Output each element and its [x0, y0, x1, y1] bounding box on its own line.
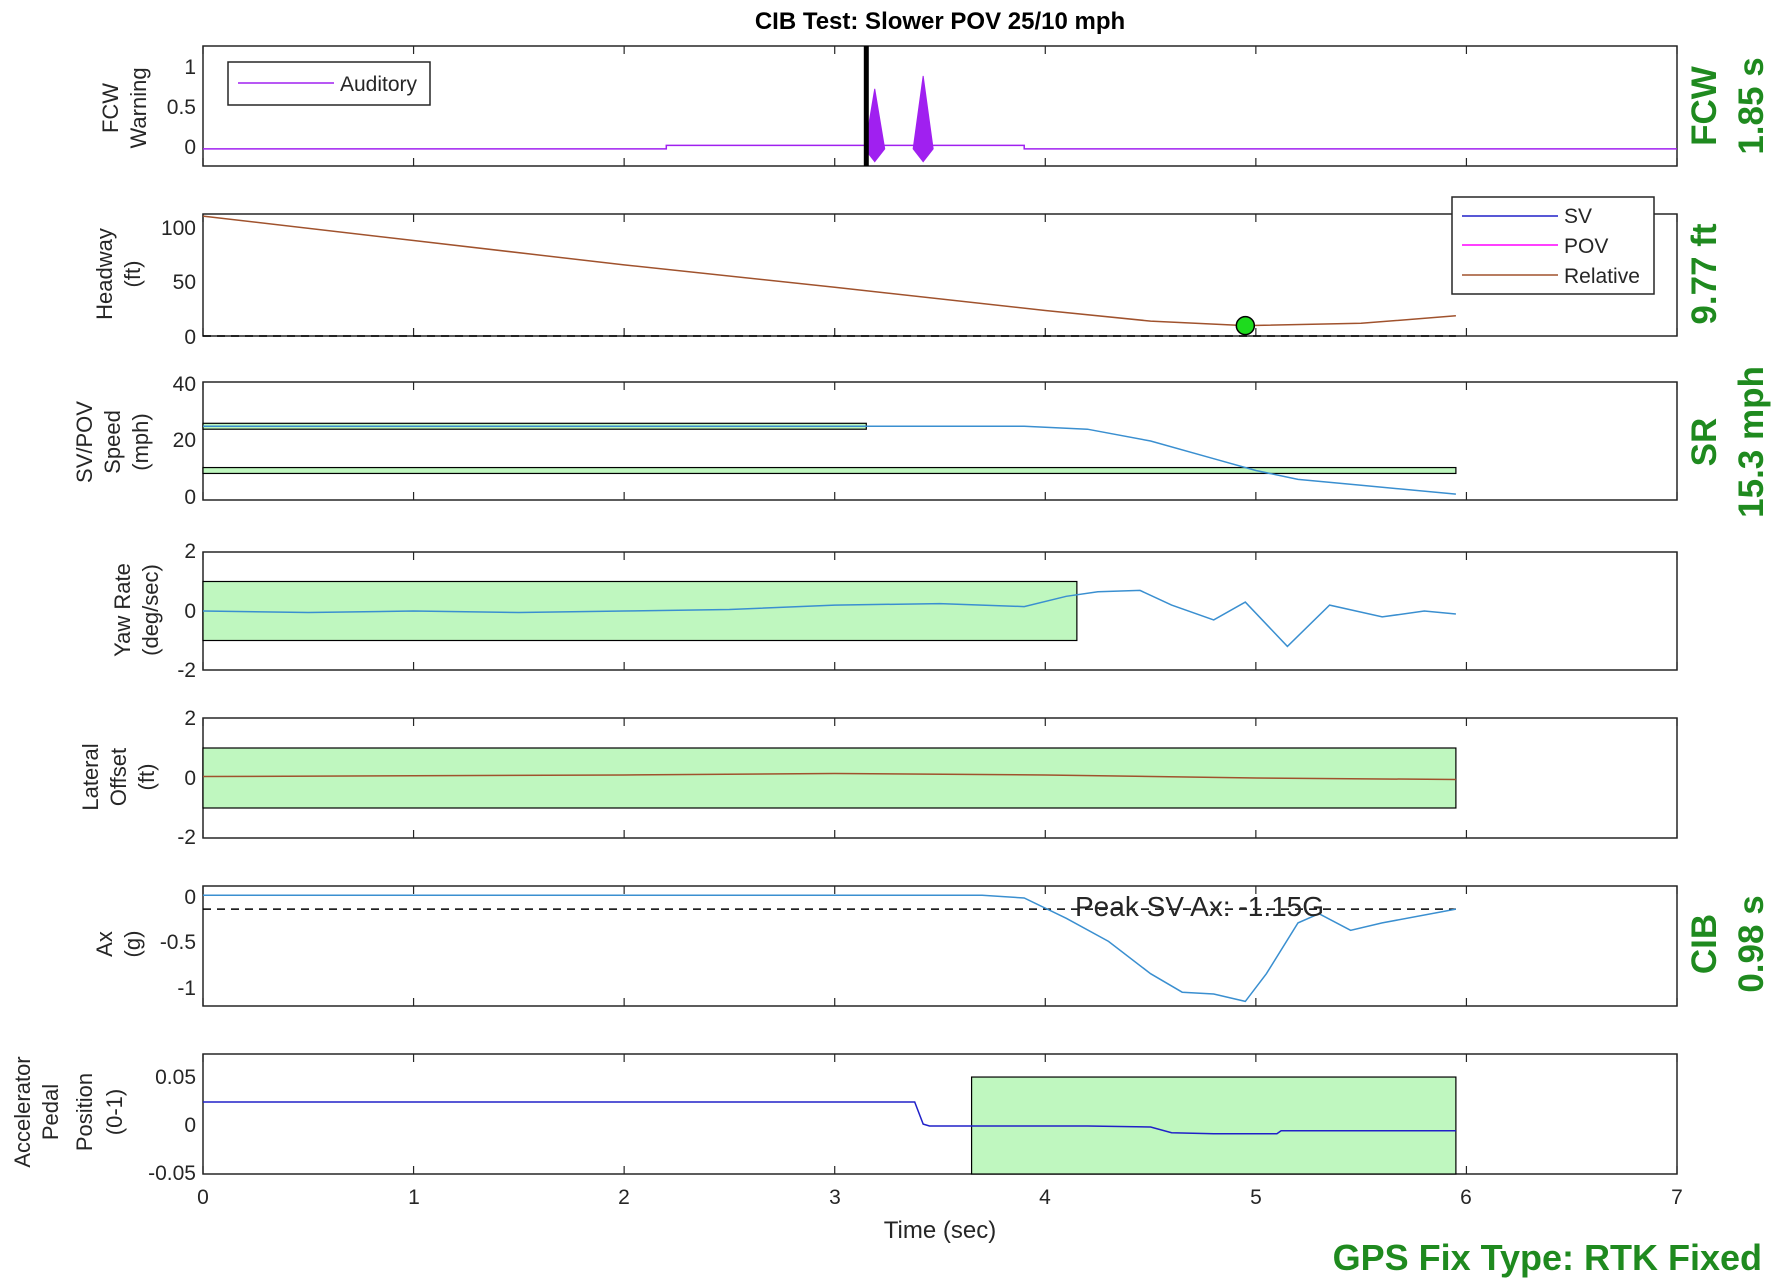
xtick-1: 1	[408, 1186, 420, 1209]
yaw-ytick-2: 2	[184, 540, 196, 563]
fcw-series-0	[203, 144, 1677, 150]
figure-title: CIB Test: Slower POV 25/10 mph	[755, 8, 1125, 35]
legend-pov: POV	[1564, 235, 1608, 258]
speed-ytick-0: 0	[184, 486, 196, 509]
yaw-series-0	[202, 589, 1456, 648]
panel-pedal: Accelerator Pedal Position (0-1) -0.05 0…	[10, 1053, 1678, 1185]
panel-lateral: Lateral Offset (ft) -2 0 2	[78, 707, 1678, 849]
lateral-ytick-2: 2	[184, 707, 196, 730]
pedal-ylabel-2: Pedal	[38, 1084, 63, 1140]
speed-plot-area	[202, 381, 1678, 501]
lateral-series-0	[202, 772, 1456, 781]
yaw-plot-area	[202, 551, 1678, 671]
yaw-ytick-0: 0	[184, 600, 196, 623]
legend-relative: Relative	[1564, 265, 1640, 288]
panel-ax: Ax (g) -1 -0.5 0 CIB 0.98 s	[92, 885, 1771, 1007]
xtick-3: 3	[829, 1186, 841, 1209]
speed-ylabel-1: SV/POV	[72, 401, 97, 483]
ax-peak-annotation: Peak SV Ax: -1.15G	[1075, 891, 1324, 922]
ax-ytick-0: 0	[184, 886, 196, 909]
fcw-burst-1	[912, 75, 934, 163]
speed-ylabel-3: (mph)	[128, 413, 153, 470]
speed-side-label-1: SR	[1685, 418, 1724, 467]
pedal-ytick-005: 0.05	[155, 1066, 196, 1089]
ax-ytick-m05: -0.5	[160, 931, 196, 954]
headway-series-0	[202, 215, 1456, 327]
ax-side-label-2: 0.98 s	[1732, 895, 1771, 992]
lateral-ylabel-3: (ft)	[134, 764, 159, 791]
xtick-0: 0	[197, 1186, 209, 1209]
ax-axes-box	[202, 885, 1678, 1007]
ax-side-label-1: CIB	[1685, 914, 1724, 974]
xtick-7: 7	[1671, 1186, 1683, 1209]
panel-yaw: Yaw Rate (deg/sec) -2 0 2	[110, 540, 1678, 682]
ax-ylabel-1: Ax	[92, 931, 117, 957]
pedal-series-0	[203, 1101, 1456, 1135]
lateral-ylabel-2: Offset	[106, 748, 131, 806]
fcw-ytick-0: 0	[184, 136, 196, 159]
speed-ytick-40: 40	[173, 373, 196, 396]
yaw-ylabel-1: Yaw Rate	[110, 563, 135, 657]
fcw-side-label-2: 1.85 s	[1732, 57, 1771, 154]
ax-series-0	[203, 894, 1457, 1003]
headway-side-label: 9.77 ft	[1685, 223, 1724, 324]
fcw-ylabel-2: Warning	[126, 67, 151, 148]
gps-fix-type: GPS Fix Type: RTK Fixed	[1333, 1237, 1762, 1278]
pedal-ylabel-4: (0-1)	[102, 1089, 127, 1135]
xtick-2: 2	[618, 1186, 630, 1209]
lateral-ytick-m2: -2	[177, 826, 196, 849]
headway-ylabel-1: Headway	[92, 228, 117, 320]
fcw-legend: Auditory	[227, 61, 431, 106]
speed-band-1	[202, 466, 1457, 475]
headway-ytick-50: 50	[173, 271, 196, 294]
lateral-plot-area	[202, 717, 1678, 839]
ax-ytick-m1: -1	[177, 977, 196, 1000]
yaw-ylabel-2: (deg/sec)	[138, 564, 163, 656]
headway-ytick-100: 100	[161, 217, 196, 240]
speed-axes-box	[202, 381, 1678, 501]
pedal-ytick-m005: -0.05	[148, 1162, 196, 1185]
panel-headway: Headway (ft) 0 50 100 SV POV Relative 9.…	[92, 196, 1724, 349]
headway-min-marker	[1235, 315, 1256, 336]
headway-ylabel-2: (ft)	[120, 261, 145, 288]
pedal-plot-area	[202, 1053, 1678, 1175]
xtick-5: 5	[1250, 1186, 1262, 1209]
speed-ylabel-2: Speed	[100, 410, 125, 474]
panel-fcw: FCW Warning 0 0.5 1 Auditory FCW 1.85 s	[98, 45, 1771, 167]
ax-ylabel-2: (g)	[120, 931, 145, 958]
headway-plot-area	[202, 213, 1678, 337]
xtick-4: 4	[1039, 1186, 1051, 1209]
fcw-ytick-1: 1	[184, 56, 196, 79]
fcw-burst-0	[864, 88, 886, 163]
ax-plot-area	[202, 885, 1678, 1007]
x-axis-ticks: 0 1 2 3 4 5 6 7	[197, 1186, 1683, 1209]
headway-axes-box	[202, 213, 1678, 337]
panel-speed: SV/POV Speed (mph) 0 20 40 SR 15.3 mph	[72, 366, 1771, 518]
pedal-ylabel-1: Accelerator	[10, 1056, 35, 1167]
x-axis-label: Time (sec)	[884, 1217, 996, 1244]
xtick-6: 6	[1460, 1186, 1472, 1209]
speed-series-0	[203, 425, 1456, 495]
headway-ytick-0: 0	[184, 326, 196, 349]
fcw-plot-area	[202, 45, 1678, 167]
legend-auditory: Auditory	[340, 73, 418, 96]
speed-side-label-2: 15.3 mph	[1732, 366, 1771, 518]
fcw-ytick-05: 0.5	[167, 96, 196, 119]
lateral-ytick-0: 0	[184, 767, 196, 790]
lateral-ylabel-1: Lateral	[78, 743, 103, 810]
fcw-side-label-1: FCW	[1685, 66, 1724, 146]
fcw-ylabel-1: FCW	[98, 83, 123, 133]
legend-sv: SV	[1564, 205, 1592, 228]
speed-ytick-20: 20	[173, 429, 196, 452]
headway-legend: SV POV Relative	[1451, 196, 1655, 295]
pedal-ytick-0: 0	[184, 1114, 196, 1137]
yaw-ytick-m2: -2	[177, 659, 196, 682]
pedal-ylabel-3: Position	[72, 1073, 97, 1151]
